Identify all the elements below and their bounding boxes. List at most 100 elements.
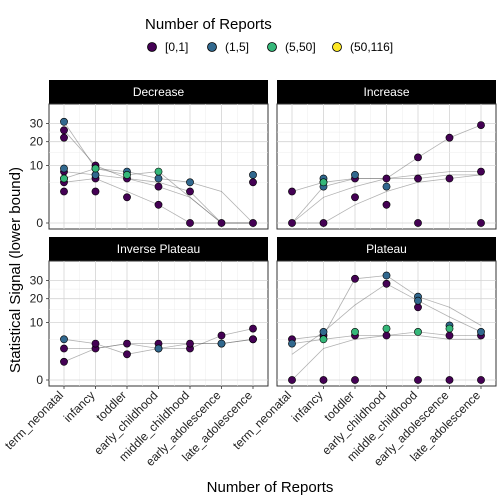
- x-axis-title: Number of Reports: [207, 479, 334, 496]
- data-point: [319, 335, 328, 344]
- legend-label-0: [0,1]: [165, 40, 188, 54]
- data-point: [445, 331, 454, 340]
- data-point: [288, 376, 296, 384]
- panel-strip: [49, 237, 268, 261]
- legend-key-1: [207, 42, 217, 52]
- data-point: [382, 174, 391, 183]
- data-point: [60, 357, 68, 366]
- y-tick-label: 10: [30, 159, 44, 173]
- legend-title: Number of Reports: [145, 16, 272, 33]
- data-point: [186, 339, 194, 348]
- data-point: [414, 296, 422, 305]
- x-tick-label: term_neonatal: [2, 388, 66, 452]
- data-point: [60, 117, 68, 126]
- data-point: [288, 219, 296, 227]
- data-point: [249, 170, 257, 179]
- data-point: [91, 339, 100, 348]
- data-point: [477, 121, 485, 129]
- y-tick-label: 30: [30, 116, 44, 130]
- data-point: [414, 174, 422, 183]
- data-point: [60, 187, 68, 196]
- data-point: [154, 167, 163, 176]
- panel-0: Decrease 0 10 20 30: [30, 80, 269, 230]
- data-point: [477, 376, 485, 384]
- data-point: [186, 178, 194, 187]
- data-point: [445, 174, 454, 183]
- data-point: [445, 324, 454, 333]
- y-tick-label: 20: [30, 135, 44, 149]
- legend-key-2: [267, 42, 277, 52]
- panel-strip: [277, 237, 496, 261]
- data-point: [351, 327, 359, 336]
- data-point: [477, 167, 485, 176]
- data-point: [123, 170, 131, 179]
- y-tick-label: 0: [36, 373, 43, 387]
- data-point: [477, 219, 485, 227]
- data-point: [91, 164, 100, 173]
- data-point: [249, 335, 257, 344]
- data-point: [217, 219, 226, 227]
- data-point: [60, 126, 68, 135]
- data-point: [414, 303, 422, 312]
- data-point: [217, 331, 226, 340]
- data-point: [288, 187, 296, 196]
- data-point: [249, 324, 257, 333]
- data-point: [319, 327, 328, 336]
- data-point: [319, 178, 328, 187]
- data-point: [382, 200, 391, 209]
- data-point: [351, 170, 359, 179]
- legend-key-3: [332, 42, 342, 52]
- data-point: [154, 200, 163, 209]
- data-point: [445, 133, 454, 142]
- data-point: [382, 279, 391, 288]
- data-point: [414, 153, 422, 162]
- data-point: [123, 350, 131, 359]
- panel-title: Increase: [363, 85, 409, 99]
- legend-label-3: (50,116]: [350, 40, 393, 54]
- data-point: [288, 339, 296, 348]
- data-point: [217, 339, 226, 348]
- data-point: [445, 376, 454, 384]
- legend-label-1: (1,5]: [225, 40, 249, 54]
- data-point: [123, 339, 131, 348]
- panel-strip: [277, 80, 496, 104]
- y-tick-label: 30: [30, 273, 44, 287]
- data-point: [186, 187, 194, 196]
- data-point: [319, 376, 328, 384]
- data-point: [154, 344, 163, 353]
- data-point: [186, 219, 194, 227]
- legend-key-0: [147, 42, 157, 52]
- data-point: [249, 178, 257, 187]
- data-point: [60, 335, 68, 344]
- y-tick-label: 10: [30, 316, 44, 330]
- data-point: [60, 174, 68, 183]
- legend: Number of Reports [0,1] (1,5] (5,50] (50,11…: [145, 16, 393, 54]
- y-tick-label: 0: [36, 216, 43, 230]
- panel-1: Increase: [276, 80, 497, 230]
- data-point: [91, 187, 100, 196]
- data-point: [414, 327, 422, 336]
- y-tick-label: 20: [30, 292, 44, 306]
- data-point: [351, 274, 359, 283]
- y-axis-title: Statistical Signal (lower bound): [7, 167, 24, 373]
- data-point: [382, 271, 391, 280]
- data-point: [319, 219, 328, 227]
- panel-title: Plateau: [366, 242, 407, 256]
- data-point: [249, 219, 257, 227]
- data-point: [382, 182, 391, 191]
- panel-title: Inverse Plateau: [117, 242, 200, 256]
- data-point: [351, 193, 359, 202]
- data-point: [123, 193, 131, 202]
- panel-2: Inverse Plateau 0 10 20 30 term_neonatalinfan…: [2, 237, 269, 469]
- data-point: [414, 219, 422, 227]
- data-point: [382, 324, 391, 333]
- data-point: [477, 327, 485, 336]
- x-tick-label: infancy: [61, 388, 98, 425]
- data-point: [414, 376, 422, 384]
- data-point: [154, 174, 163, 183]
- y-axis-title-group: Statistical Signal (lower bound): [7, 167, 24, 373]
- data-point: [60, 133, 68, 142]
- x-tick-label: infancy: [289, 388, 326, 425]
- data-point: [154, 182, 163, 191]
